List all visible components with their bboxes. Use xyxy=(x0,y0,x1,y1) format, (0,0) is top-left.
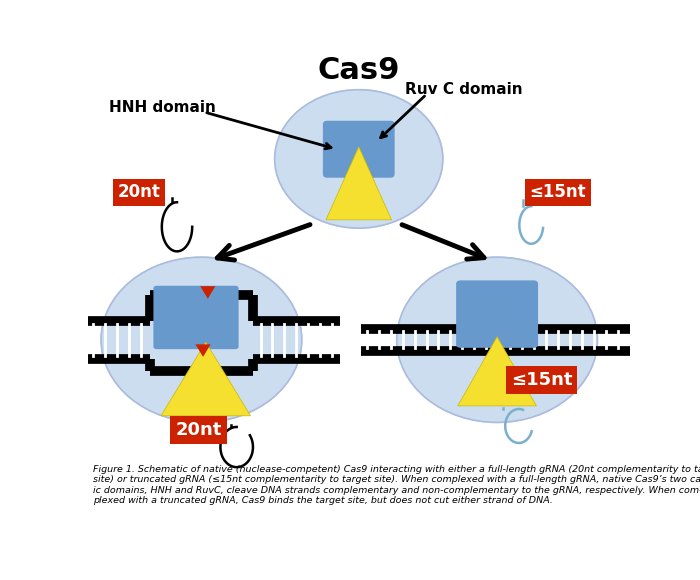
FancyBboxPatch shape xyxy=(456,280,538,348)
Polygon shape xyxy=(200,286,216,299)
Circle shape xyxy=(397,257,597,422)
FancyBboxPatch shape xyxy=(323,121,395,177)
Circle shape xyxy=(274,90,443,228)
Text: HNH domain: HNH domain xyxy=(109,100,216,115)
Text: Figure 1. Schematic of native (nuclease-competent) Cas9 interacting with either : Figure 1. Schematic of native (nuclease-… xyxy=(93,465,700,505)
Polygon shape xyxy=(195,345,211,357)
Text: Cas9: Cas9 xyxy=(318,56,400,85)
Text: Ruv C domain: Ruv C domain xyxy=(405,82,522,97)
Polygon shape xyxy=(458,336,536,406)
FancyBboxPatch shape xyxy=(153,286,239,349)
Text: ≤15nt: ≤15nt xyxy=(511,371,572,389)
Text: 20nt: 20nt xyxy=(176,421,222,439)
Text: ≤15nt: ≤15nt xyxy=(530,183,587,201)
Polygon shape xyxy=(161,342,251,416)
Text: 20nt: 20nt xyxy=(118,183,160,201)
Polygon shape xyxy=(326,147,391,220)
Circle shape xyxy=(101,257,302,422)
